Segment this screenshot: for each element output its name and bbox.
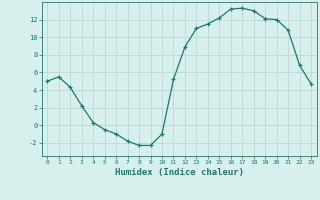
X-axis label: Humidex (Indice chaleur): Humidex (Indice chaleur) — [115, 168, 244, 177]
